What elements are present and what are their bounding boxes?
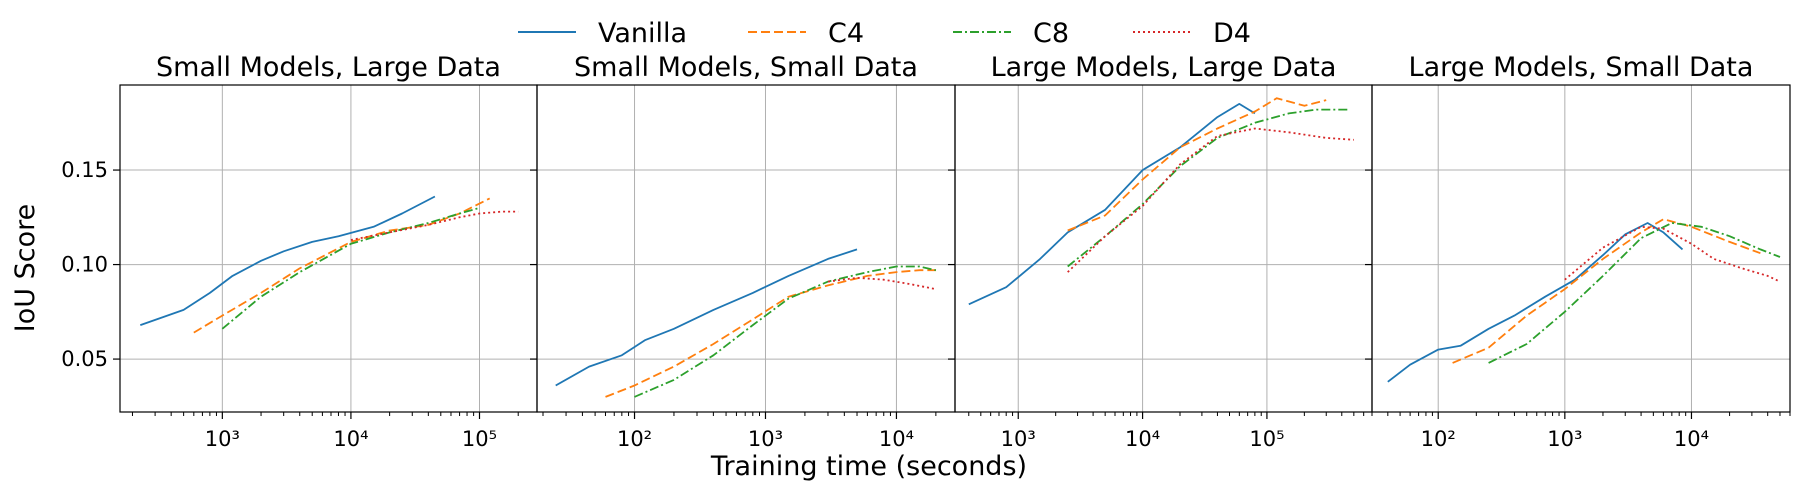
series-line-vanilla bbox=[140, 195, 436, 326]
series-line-vanilla bbox=[555, 248, 858, 387]
x-tick-label: 10⁵ bbox=[1249, 427, 1284, 451]
panel-frame bbox=[1371, 84, 1791, 413]
x-tick-label: 10³ bbox=[748, 427, 783, 451]
y-tick-label: 0.15 bbox=[61, 158, 108, 182]
panel-4: 10² 10³ 10⁴ Large Models, Small Data bbox=[1365, 52, 1791, 451]
panel-title: Large Models, Small Data bbox=[1409, 52, 1754, 83]
legend: Vanilla C4 C8 D4 bbox=[518, 18, 1251, 49]
series-line-c4 bbox=[1067, 97, 1327, 232]
panel-frame bbox=[954, 84, 1373, 413]
x-tick-label: 10² bbox=[617, 427, 652, 451]
y-tick-label: 0.10 bbox=[61, 253, 108, 277]
legend-label-c4: C4 bbox=[828, 18, 864, 49]
legend-label-vanilla: Vanilla bbox=[598, 18, 687, 49]
chart-panels: 10³ 10⁴ 10⁵ 0.05 0.10 0.15 Small Models, Large… bbox=[61, 52, 1791, 451]
x-axis-label: Training time (seconds) bbox=[710, 451, 1027, 482]
series-line-c4 bbox=[193, 197, 491, 334]
legend-label-c8: C8 bbox=[1033, 18, 1069, 49]
legend-item-c4: C4 bbox=[748, 18, 864, 49]
panel-title: Large Models, Large Data bbox=[991, 52, 1337, 83]
x-tick-label: 10³ bbox=[1001, 427, 1036, 451]
panel-title: Small Models, Small Data bbox=[574, 52, 918, 83]
series-line-d4 bbox=[827, 276, 937, 290]
series-line-vanilla bbox=[1387, 222, 1684, 383]
y-tick-label: 0.05 bbox=[61, 347, 108, 371]
series-line-c8 bbox=[1067, 108, 1349, 268]
panel-title: Small Models, Large Data bbox=[156, 52, 501, 83]
series-line-c4 bbox=[605, 269, 936, 398]
legend-item-vanilla: Vanilla bbox=[518, 18, 687, 49]
x-tick-label: 10⁴ bbox=[879, 427, 914, 451]
x-tick-label: 10³ bbox=[205, 427, 240, 451]
panel-1: 10³ 10⁴ 10⁵ 0.05 0.10 0.15 Small Models, Large… bbox=[61, 52, 538, 451]
series-line-d4 bbox=[1564, 225, 1781, 283]
panel-3: 10³ 10⁴ 10⁵ Large Models, Large Data bbox=[948, 52, 1373, 451]
series-line-c8 bbox=[634, 265, 937, 398]
x-tick-label: 10⁴ bbox=[333, 427, 368, 451]
x-tick-label: 10³ bbox=[1547, 427, 1582, 451]
series-line-vanilla bbox=[968, 103, 1256, 306]
panel-frame bbox=[119, 84, 538, 413]
series-line-c8 bbox=[221, 207, 480, 330]
x-tick-label: 10⁴ bbox=[1674, 427, 1709, 451]
legend-item-c8: C8 bbox=[953, 18, 1069, 49]
y-axis-label: IoU Score bbox=[10, 204, 41, 332]
x-tick-label: 10² bbox=[1421, 427, 1456, 451]
x-tick-label: 10⁴ bbox=[1125, 427, 1160, 451]
series-line-c4 bbox=[1452, 218, 1761, 364]
legend-item-d4: D4 bbox=[1133, 18, 1251, 49]
series-line-d4 bbox=[1067, 127, 1354, 273]
x-tick-label: 10⁵ bbox=[462, 427, 497, 451]
legend-label-d4: D4 bbox=[1213, 18, 1251, 49]
series-line-c8 bbox=[1488, 222, 1781, 364]
series-line-d4 bbox=[350, 210, 519, 241]
panel-2: 10² 10³ 10⁴ Small Models, Small Data bbox=[530, 52, 956, 451]
